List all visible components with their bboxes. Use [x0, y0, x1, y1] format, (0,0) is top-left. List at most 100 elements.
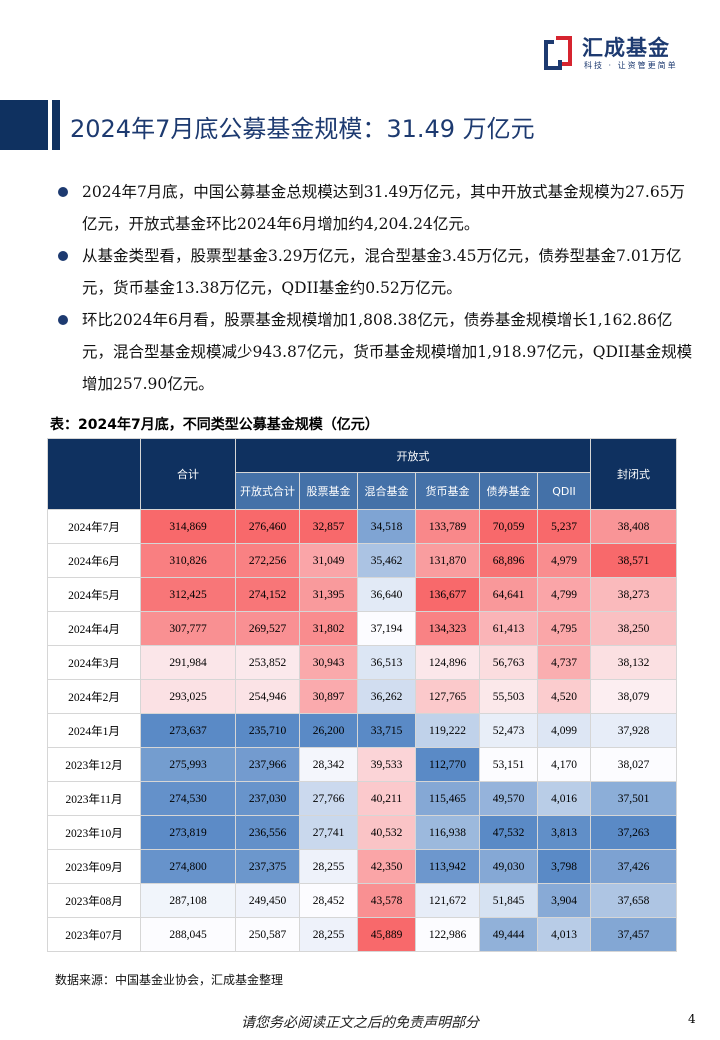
table-cell: 31,049 [299, 543, 358, 578]
table-cell: 134,323 [415, 611, 480, 646]
table-cell: 237,030 [235, 781, 300, 816]
table-cell: 131,870 [415, 543, 480, 578]
table-cell: 307,777 [140, 611, 236, 646]
table-cell: 49,444 [479, 917, 538, 952]
table-cell: 37,501 [590, 781, 677, 816]
fund-size-table: 合计 开放式 封闭式 开放式合计 股票基金 混合基金 货币基金 债券基金 QDI… [47, 438, 677, 952]
table-cell: 38,250 [590, 611, 677, 646]
table-cell: 28,452 [299, 883, 358, 918]
table-row: 2023年07月 288,045 250,587 28,255 45,889 122,98… [47, 917, 677, 952]
company-logo: 汇成基金 科技 · 让资管更简单 [544, 32, 704, 72]
table-cell: 3,904 [537, 883, 591, 918]
subheader: 货币基金 [415, 472, 480, 510]
table-cell: 43,578 [357, 883, 416, 918]
row-label: 2023年11月 [47, 781, 141, 816]
table-cell: 288,045 [140, 917, 236, 952]
table-cell: 49,570 [479, 781, 538, 816]
data-source: 数据来源：中国基金业协会，汇成基金整理 [55, 973, 284, 987]
table-cell: 28,255 [299, 917, 358, 952]
header-blank [47, 438, 141, 510]
table-cell: 4,737 [537, 645, 591, 680]
table-cell: 273,637 [140, 713, 236, 748]
table-cell: 53,151 [479, 747, 538, 782]
table-cell: 37,426 [590, 849, 677, 884]
row-label: 2024年7月 [47, 509, 141, 544]
table-row: 2023年09月 274,800 237,375 28,255 42,350 113,94… [47, 849, 677, 884]
table-cell: 56,763 [479, 645, 538, 680]
table-cell: 36,640 [357, 577, 416, 612]
table-cell: 3,798 [537, 849, 591, 884]
row-label: 2024年5月 [47, 577, 141, 612]
table-cell: 68,896 [479, 543, 538, 578]
table-cell: 136,677 [415, 577, 480, 612]
table-cell: 4,170 [537, 747, 591, 782]
table-row: 2024年3月 291,984 253,852 30,943 36,513 124,896… [47, 645, 677, 680]
table-cell: 4,795 [537, 611, 591, 646]
table-cell: 37,194 [357, 611, 416, 646]
table-cell: 314,869 [140, 509, 236, 544]
table-cell: 35,462 [357, 543, 416, 578]
table-cell: 274,530 [140, 781, 236, 816]
table-cell: 121,672 [415, 883, 480, 918]
table-row: 2024年7月 314,869 276,460 32,857 34,518 133,789… [47, 509, 677, 544]
table-cell: 113,942 [415, 849, 480, 884]
table-row: 2023年10月 273,819 236,556 27,741 40,532 116,93… [47, 815, 677, 850]
table-cell: 55,503 [479, 679, 538, 714]
row-label: 2023年08月 [47, 883, 141, 918]
table-cell: 274,800 [140, 849, 236, 884]
table-cell: 116,938 [415, 815, 480, 850]
table-cell: 38,027 [590, 747, 677, 782]
summary-bullets: 2024年7月底，中国公募基金总规模达到31.49万亿元，其中开放式基金规模为2… [56, 176, 696, 400]
table-cell: 26,200 [299, 713, 358, 748]
table-row: 2024年6月 310,826 272,256 31,049 35,462 131,870… [47, 543, 677, 578]
page-title: 2024年7月底公募基金规模：31.49 万亿元 [70, 115, 535, 143]
row-label: 2023年10月 [47, 815, 141, 850]
title-bar-block [0, 100, 48, 150]
table-cell: 250,587 [235, 917, 300, 952]
header-closed: 封闭式 [590, 438, 677, 510]
table-cell: 45,889 [357, 917, 416, 952]
table-cell: 5,237 [537, 509, 591, 544]
row-label: 2023年12月 [47, 747, 141, 782]
bullet-item: 环比2024年6月看，股票基金规模增加1,808.38亿元，债券基金规模增长1,… [56, 304, 696, 400]
table-row: 2023年12月 275,993 237,966 28,342 39,533 112,77… [47, 747, 677, 782]
row-label: 2024年2月 [47, 679, 141, 714]
bullet-item: 从基金类型看，股票型基金3.29万亿元，混合型基金3.45万亿元，债券型基金7.… [56, 240, 696, 304]
row-label: 2024年3月 [47, 645, 141, 680]
subheader: 债券基金 [479, 472, 538, 510]
table-cell: 4,799 [537, 577, 591, 612]
table-cell: 237,375 [235, 849, 300, 884]
table-cell: 291,984 [140, 645, 236, 680]
table-cell: 30,897 [299, 679, 358, 714]
table-cell: 253,852 [235, 645, 300, 680]
table-cell: 122,986 [415, 917, 480, 952]
subheader: QDII [537, 472, 591, 510]
table-cell: 38,408 [590, 509, 677, 544]
table-cell: 38,571 [590, 543, 677, 578]
table-row: 2024年4月 307,777 269,527 31,802 37,194 134,323… [47, 611, 677, 646]
table-cell: 275,993 [140, 747, 236, 782]
table-cell: 37,263 [590, 815, 677, 850]
table-cell: 38,273 [590, 577, 677, 612]
table-cell: 119,222 [415, 713, 480, 748]
table-cell: 249,450 [235, 883, 300, 918]
table-cell: 30,943 [299, 645, 358, 680]
table-cell: 40,532 [357, 815, 416, 850]
logo-name: 汇成基金 [582, 36, 670, 60]
table-cell: 36,262 [357, 679, 416, 714]
table-cell: 34,518 [357, 509, 416, 544]
table-cell: 28,342 [299, 747, 358, 782]
table-cell: 3,813 [537, 815, 591, 850]
table-cell: 31,802 [299, 611, 358, 646]
subheader: 股票基金 [299, 472, 358, 510]
table-cell: 49,030 [479, 849, 538, 884]
table-cell: 287,108 [140, 883, 236, 918]
logo-slogan: 科技 · 让资管更简单 [584, 61, 678, 70]
table-cell: 269,527 [235, 611, 300, 646]
table-cell: 40,211 [357, 781, 416, 816]
table-cell: 37,457 [590, 917, 677, 952]
table-cell: 115,465 [415, 781, 480, 816]
table-cell: 51,845 [479, 883, 538, 918]
table-cell: 52,473 [479, 713, 538, 748]
table-cell: 273,819 [140, 815, 236, 850]
